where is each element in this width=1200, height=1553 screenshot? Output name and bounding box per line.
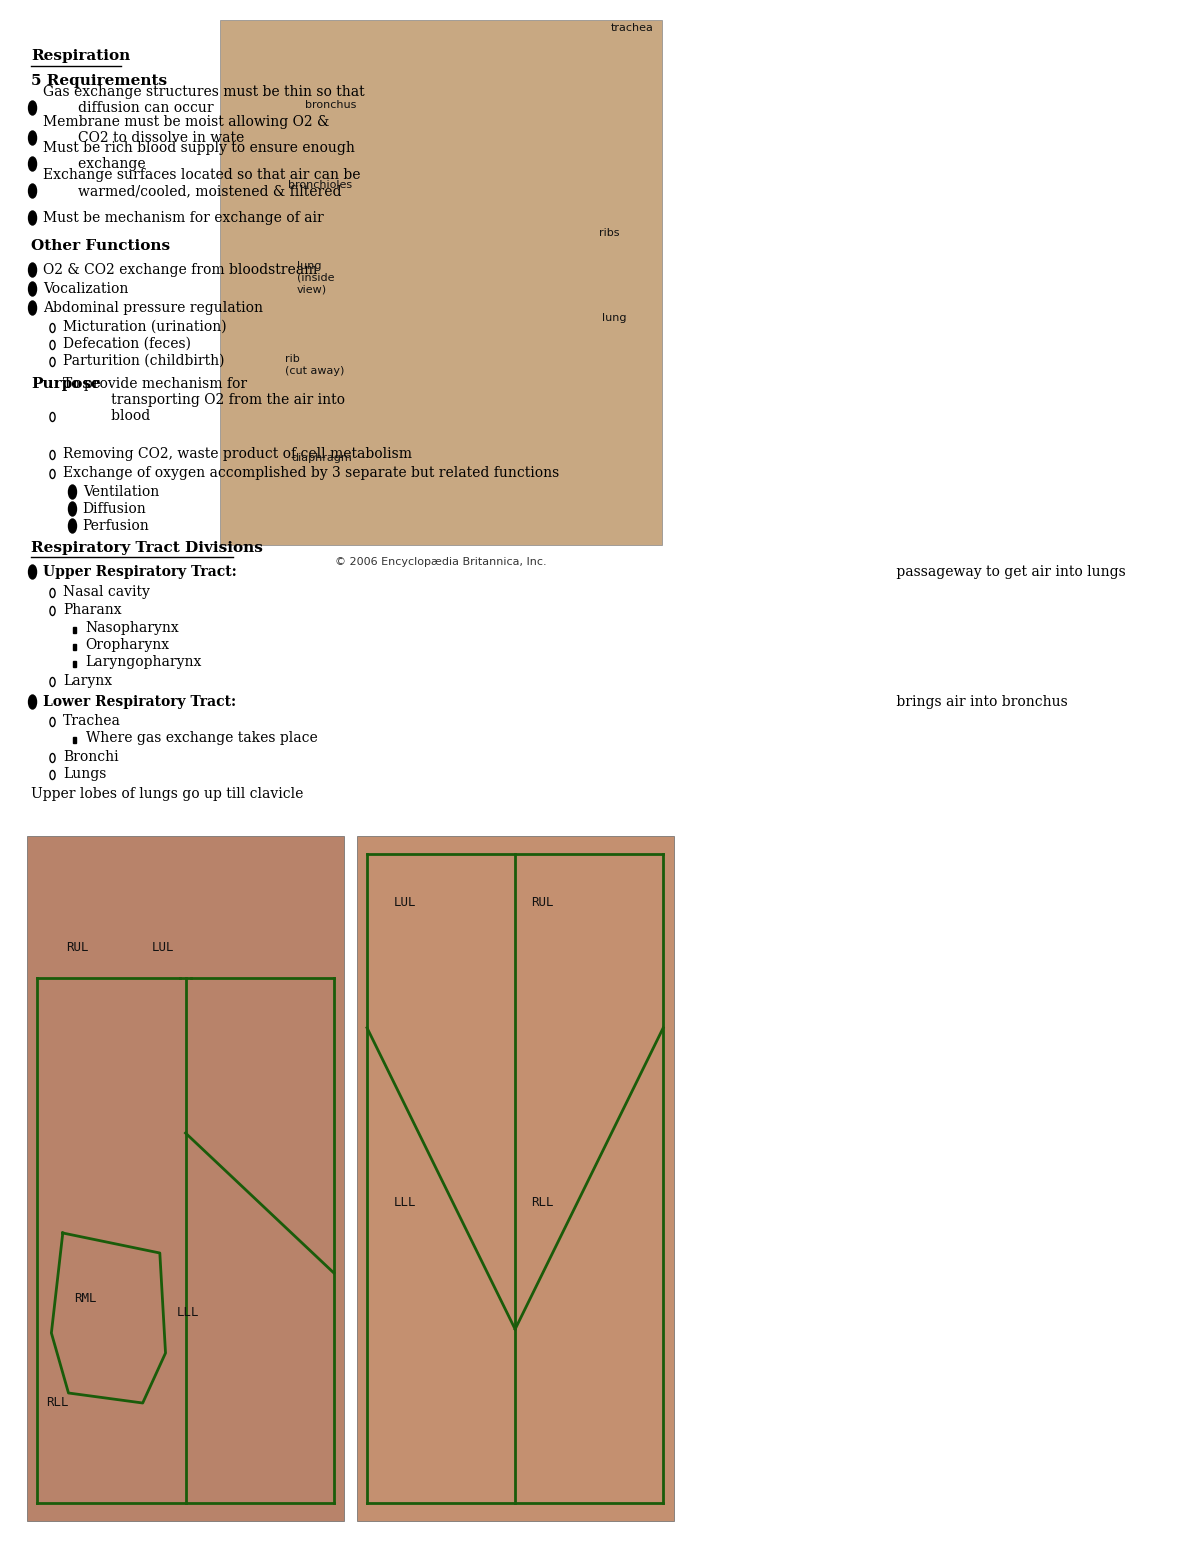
Circle shape (29, 130, 36, 144)
Text: LUL: LUL (151, 941, 174, 955)
Text: LUL: LUL (394, 896, 416, 910)
Text: Must be rich blood supply to ensure enough
        exchange: Must be rich blood supply to ensure enou… (43, 141, 355, 171)
Text: LLL: LLL (178, 1306, 199, 1320)
Text: To provide mechanism for
           transporting O2 from the air into
          : To provide mechanism for transporting O2… (62, 376, 344, 422)
Text: Diffusion: Diffusion (83, 502, 146, 516)
Text: Micturation (urination): Micturation (urination) (62, 320, 227, 334)
Text: RLL: RLL (530, 1196, 553, 1210)
Bar (73, 627, 76, 634)
Text: Lower Respiratory Tract:: Lower Respiratory Tract: (43, 696, 236, 710)
Text: 5 Requirements: 5 Requirements (31, 75, 168, 89)
Text: brings air into bronchus: brings air into bronchus (892, 696, 1068, 710)
Text: Trachea: Trachea (62, 714, 121, 728)
Text: LLL: LLL (394, 1196, 416, 1210)
Text: Nasopharynx: Nasopharynx (85, 621, 179, 635)
Text: Abdominal pressure regulation: Abdominal pressure regulation (43, 301, 263, 315)
Text: Upper lobes of lungs go up till clavicle: Upper lobes of lungs go up till clavicle (31, 787, 304, 801)
Text: Perfusion: Perfusion (83, 519, 150, 533)
Text: Pharanx: Pharanx (62, 603, 121, 617)
Text: RUL: RUL (66, 941, 89, 955)
FancyBboxPatch shape (220, 20, 662, 545)
Text: Defecation (feces): Defecation (feces) (62, 337, 191, 351)
Text: diaphragm: diaphragm (292, 453, 352, 463)
Text: Respiration: Respiration (31, 50, 131, 64)
Circle shape (29, 301, 36, 315)
Text: Parturition (childbirth): Parturition (childbirth) (62, 354, 224, 368)
Circle shape (29, 183, 36, 197)
Text: Bronchi: Bronchi (62, 750, 119, 764)
Circle shape (29, 157, 36, 171)
Text: Other Functions: Other Functions (31, 239, 170, 253)
Text: RUL: RUL (530, 896, 553, 910)
Circle shape (68, 485, 77, 499)
Text: Exchange of oxygen accomplished by 3 separate but related functions: Exchange of oxygen accomplished by 3 sep… (62, 466, 559, 480)
Circle shape (29, 262, 36, 276)
Circle shape (29, 283, 36, 297)
FancyBboxPatch shape (28, 836, 344, 1520)
Circle shape (29, 211, 36, 225)
Circle shape (68, 502, 77, 516)
Text: Vocalization: Vocalization (43, 283, 128, 297)
Text: RML: RML (74, 1292, 97, 1305)
Text: passageway to get air into lungs: passageway to get air into lungs (892, 565, 1126, 579)
Text: RLL: RLL (46, 1396, 68, 1410)
Text: Removing CO2, waste product of cell metabolism: Removing CO2, waste product of cell meta… (62, 447, 412, 461)
Text: Laryngopharynx: Laryngopharynx (85, 655, 202, 669)
Text: © 2006 Encyclopædia Britannica, Inc.: © 2006 Encyclopædia Britannica, Inc. (335, 558, 547, 567)
Bar (73, 738, 76, 742)
Text: O2 & CO2 exchange from bloodstream: O2 & CO2 exchange from bloodstream (43, 262, 317, 276)
Text: Lungs: Lungs (62, 767, 106, 781)
Text: rib
(cut away): rib (cut away) (286, 354, 344, 376)
Text: Nasal cavity: Nasal cavity (62, 585, 150, 599)
Text: Upper Respiratory Tract:: Upper Respiratory Tract: (43, 565, 236, 579)
Text: Oropharynx: Oropharynx (85, 638, 169, 652)
Text: Larynx: Larynx (62, 674, 112, 688)
Text: bronchus: bronchus (305, 99, 356, 110)
Bar (73, 662, 76, 666)
Text: bronchioles: bronchioles (288, 180, 353, 189)
Text: ribs: ribs (599, 228, 620, 238)
Text: Membrane must be moist allowing O2 &
        CO2 to dissolve in wate: Membrane must be moist allowing O2 & CO2… (43, 115, 329, 144)
Text: Must be mechanism for exchange of air: Must be mechanism for exchange of air (43, 211, 324, 225)
Circle shape (68, 519, 77, 533)
Text: lung
(inside
view): lung (inside view) (296, 261, 335, 295)
FancyBboxPatch shape (356, 836, 673, 1520)
Text: Gas exchange structures must be thin so that
        diffusion can occur: Gas exchange structures must be thin so … (43, 85, 365, 115)
Text: Respiratory Tract Divisions: Respiratory Tract Divisions (31, 540, 263, 554)
Text: Ventilation: Ventilation (83, 485, 160, 499)
Text: Purpose: Purpose (31, 377, 101, 391)
Text: trachea: trachea (611, 23, 654, 33)
Circle shape (29, 565, 36, 579)
Text: Where gas exchange takes place: Where gas exchange takes place (85, 731, 317, 745)
Text: Exchange surfaces located so that air can be
        warmed/cooled, moistened & : Exchange surfaces located so that air ca… (43, 168, 360, 197)
Bar (73, 644, 76, 651)
Text: lung: lung (602, 314, 626, 323)
Circle shape (29, 101, 36, 115)
Circle shape (29, 696, 36, 710)
